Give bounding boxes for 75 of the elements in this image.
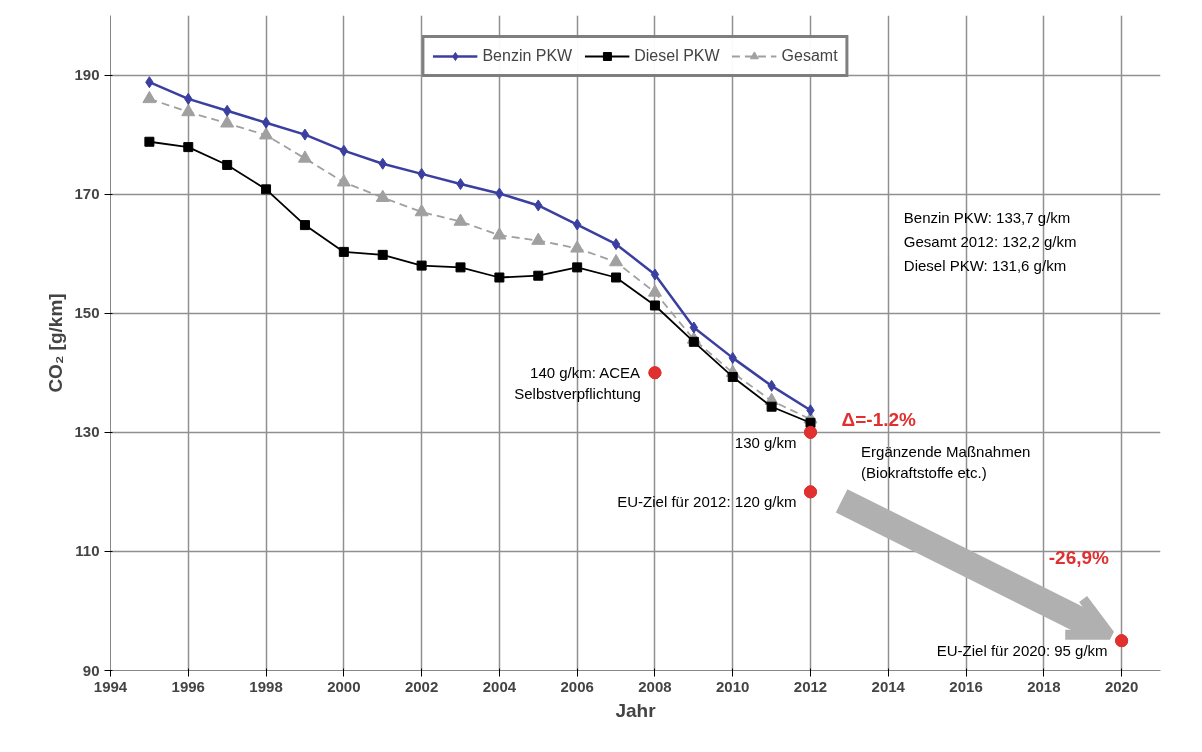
point xyxy=(494,272,505,283)
point xyxy=(804,485,817,499)
x-tick-label: 1998 xyxy=(249,677,283,695)
annotation: Diesel PKW: 131,6 g/km xyxy=(903,257,1067,275)
point xyxy=(336,174,351,187)
point xyxy=(572,262,583,273)
point xyxy=(531,232,546,245)
annotation: 130 g/km xyxy=(734,433,797,451)
x-tick-label: 2006 xyxy=(560,677,594,695)
point xyxy=(650,268,660,281)
point xyxy=(647,284,662,297)
annotation: Gesamt 2012: 132,2 g/km xyxy=(903,233,1077,251)
point xyxy=(299,220,310,231)
point xyxy=(1115,634,1129,648)
point xyxy=(220,115,235,128)
point xyxy=(416,260,427,271)
point xyxy=(611,272,622,283)
x-tick-label: 2010 xyxy=(716,677,750,695)
annotation: -26,9% xyxy=(1048,546,1110,568)
point xyxy=(300,128,310,141)
point xyxy=(144,136,155,147)
annotation: EU-Ziel für 2012: 120 g/km xyxy=(617,493,797,511)
y-tick-label: 150 xyxy=(74,304,100,322)
point xyxy=(609,254,624,267)
point xyxy=(570,240,585,253)
point xyxy=(492,227,507,240)
point xyxy=(377,249,388,260)
point xyxy=(688,336,699,347)
x-tick-label: 1994 xyxy=(93,677,128,695)
point xyxy=(805,417,816,428)
x-tick-label: 2002 xyxy=(404,677,439,695)
legend-label: Benzin PKW xyxy=(482,47,573,65)
point xyxy=(338,246,349,257)
annotation: Benzin PKW: 133,7 g/km xyxy=(903,209,1071,227)
y-tick-label: 130 xyxy=(74,423,100,441)
point xyxy=(261,184,272,195)
x-tick-label: 2014 xyxy=(871,677,906,695)
x-tick-label: 2008 xyxy=(638,677,672,695)
x-tick-label: 2012 xyxy=(793,677,828,695)
point xyxy=(455,262,466,273)
point xyxy=(649,300,660,311)
annotation: EU-Ziel für 2020: 95 g/km xyxy=(936,642,1108,660)
point xyxy=(297,150,312,163)
point xyxy=(648,366,662,380)
legend-label: Gesamt xyxy=(781,47,838,65)
x-tick-label: 2004 xyxy=(482,677,517,695)
point xyxy=(142,90,157,104)
point xyxy=(533,270,544,281)
annotation: Ergänzende Maßnahmen (Biokraftstoffe etc.) xyxy=(861,442,1031,482)
point xyxy=(611,238,621,251)
point xyxy=(181,103,196,117)
point xyxy=(804,425,817,439)
x-axis-title: Jahr xyxy=(615,699,657,721)
x-tick-label: 2000 xyxy=(327,677,361,695)
x-tick-label: 1996 xyxy=(171,677,205,695)
x-tick-label: 2018 xyxy=(1027,677,1061,695)
y-axis-title: CO₂ [g/km] xyxy=(45,293,67,393)
point xyxy=(727,371,738,382)
annotation: 140 g/km: ACEA Selbstverpflichtung xyxy=(514,363,641,402)
y-tick-label: 190 xyxy=(74,66,100,84)
point xyxy=(414,203,429,217)
legend-label: Diesel PKW xyxy=(634,47,720,65)
point xyxy=(222,159,233,170)
point xyxy=(183,142,194,153)
y-tick-label: 170 xyxy=(74,185,100,203)
point xyxy=(261,116,271,129)
point xyxy=(766,401,777,412)
y-tick-label: 90 xyxy=(82,661,100,679)
y-tick-label: 110 xyxy=(75,542,100,560)
x-tick-label: 2016 xyxy=(949,677,983,695)
point xyxy=(453,213,468,226)
point xyxy=(375,189,390,202)
point xyxy=(259,127,274,140)
annotation: Δ=-1.2% xyxy=(841,408,917,430)
x-tick-label: 2020 xyxy=(1104,677,1139,695)
